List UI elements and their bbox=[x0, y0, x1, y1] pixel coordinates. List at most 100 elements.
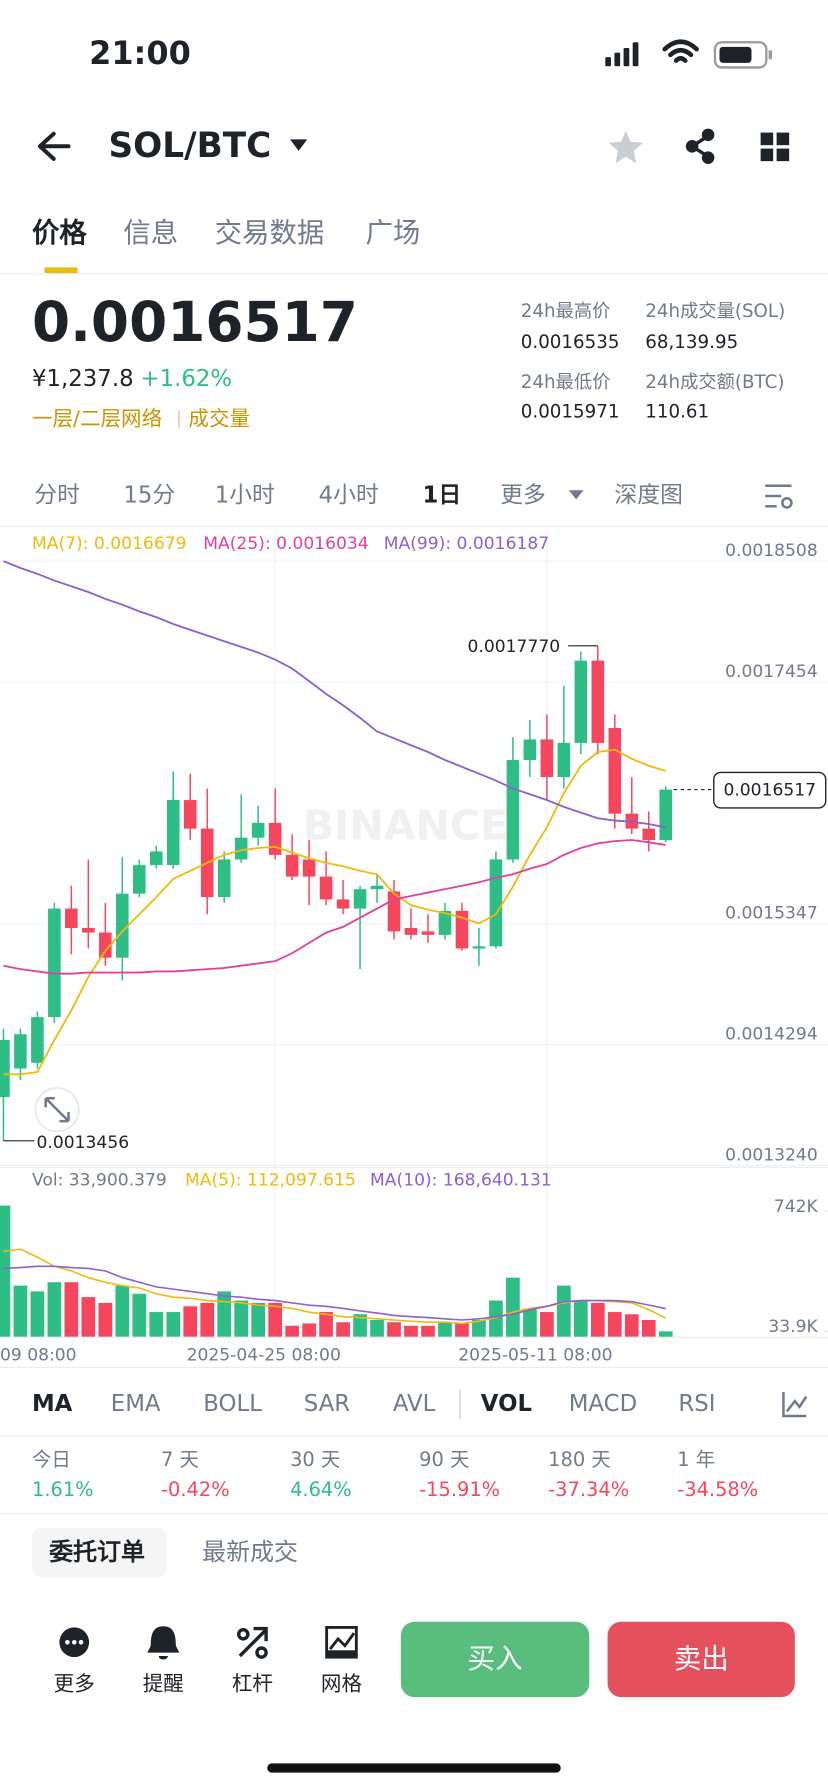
expand-button[interactable] bbox=[34, 1087, 80, 1133]
x-tick-label: 09 08:00 bbox=[0, 1345, 77, 1365]
volume-bar bbox=[30, 1291, 45, 1338]
candle-body bbox=[336, 899, 350, 909]
indicator-tab[interactable]: RSI bbox=[678, 1391, 715, 1417]
interval[interactable]: 4小时 bbox=[319, 482, 379, 508]
tag-separator bbox=[178, 410, 180, 429]
period-change: -0.42% bbox=[161, 1478, 230, 1501]
candle-body bbox=[455, 910, 469, 949]
candle-body bbox=[574, 660, 588, 743]
period-label: 90 天 bbox=[419, 1448, 469, 1471]
tool-label[interactable]: 提醒 bbox=[143, 1672, 184, 1696]
tool-label[interactable]: 杠杆 bbox=[232, 1672, 273, 1696]
interval-more[interactable]: 更多 bbox=[500, 482, 546, 508]
tag[interactable]: 成交量 bbox=[188, 406, 250, 430]
indicator-tab[interactable]: EMA bbox=[111, 1391, 161, 1417]
depth-chart-tab[interactable]: 深度图 bbox=[614, 482, 682, 508]
indicator-tab[interactable]: MA bbox=[32, 1391, 73, 1417]
price-chart: BINANCE 0.0018508 0.0017454 0.0015347 0.0014… bbox=[0, 526, 828, 1338]
divider bbox=[0, 1166, 828, 1168]
tool-label[interactable]: 网格 bbox=[321, 1672, 363, 1696]
favorite-button[interactable] bbox=[608, 130, 643, 164]
candle-body bbox=[319, 876, 333, 900]
volume-bar bbox=[556, 1285, 571, 1338]
y-tick-label: 0.0018508 bbox=[725, 541, 818, 561]
order-tab-bg[interactable] bbox=[31, 1528, 167, 1578]
clock: 21:00 bbox=[89, 34, 191, 72]
candle-body bbox=[268, 822, 282, 855]
candle-body bbox=[302, 859, 316, 877]
stat-label: 24h成交额(BTC) bbox=[645, 372, 784, 393]
volume-bar bbox=[472, 1320, 486, 1338]
back-button[interactable] bbox=[37, 131, 71, 161]
tag[interactable]: 一层/二层网络 bbox=[32, 406, 162, 430]
candle-body bbox=[166, 800, 180, 866]
indicator-tab[interactable]: VOL bbox=[481, 1391, 532, 1417]
share-button[interactable] bbox=[685, 128, 715, 164]
volume-bar bbox=[370, 1320, 384, 1338]
candle-body bbox=[506, 760, 520, 860]
candle-body bbox=[234, 837, 248, 860]
candle-body bbox=[217, 859, 231, 898]
candle-body bbox=[472, 946, 486, 949]
tab[interactable]: 信息 bbox=[123, 218, 178, 249]
leverage-icon[interactable] bbox=[236, 1626, 268, 1659]
separator bbox=[459, 1389, 461, 1420]
tab[interactable]: 交易数据 bbox=[215, 218, 325, 249]
volume-bar bbox=[302, 1323, 316, 1338]
interval[interactable]: 15分 bbox=[123, 482, 175, 508]
divider bbox=[0, 273, 828, 275]
indicator-tab[interactable]: AVL bbox=[393, 1391, 436, 1417]
candle-body bbox=[82, 927, 95, 933]
candle-body bbox=[523, 739, 537, 761]
interval-selected[interactable]: 1日 bbox=[423, 482, 462, 508]
volume-bar bbox=[217, 1291, 232, 1338]
legend-entry: MA(25): 0.0016034 bbox=[203, 534, 368, 554]
grid-icon[interactable] bbox=[325, 1626, 358, 1659]
volume-bar bbox=[421, 1325, 435, 1338]
stat-value: 68,139.95 bbox=[645, 332, 738, 353]
pair-title[interactable]: SOL/BTC bbox=[108, 126, 271, 166]
tab[interactable]: 广场 bbox=[365, 218, 420, 249]
volume-bar bbox=[285, 1325, 299, 1338]
volume-bar bbox=[0, 1205, 11, 1338]
tab[interactable]: 价格 bbox=[32, 218, 87, 249]
signal-icon bbox=[605, 42, 639, 67]
buy-button[interactable] bbox=[400, 1621, 590, 1698]
watermark: BINANCE bbox=[303, 802, 508, 850]
order-tab[interactable]: 最新成交 bbox=[202, 1538, 298, 1566]
more-icon[interactable] bbox=[59, 1627, 90, 1658]
indicator-tab[interactable]: SAR bbox=[304, 1391, 351, 1417]
alert-icon[interactable] bbox=[147, 1626, 180, 1660]
indicator-settings[interactable] bbox=[782, 1392, 808, 1418]
volume-bar bbox=[506, 1277, 520, 1338]
candle-body bbox=[642, 828, 656, 840]
indicator-tab[interactable]: MACD bbox=[569, 1391, 637, 1417]
sell-label[interactable]: 卖出 bbox=[674, 1644, 729, 1675]
volume-bar bbox=[166, 1312, 181, 1338]
volume-bar bbox=[81, 1297, 96, 1338]
candle-body bbox=[149, 851, 163, 866]
last-price-box bbox=[713, 771, 827, 809]
interval[interactable]: 1小时 bbox=[215, 482, 275, 508]
candle-body bbox=[591, 660, 605, 743]
buy-label[interactable]: 买入 bbox=[468, 1644, 523, 1675]
candle-body bbox=[540, 739, 554, 778]
indicator-tab[interactable]: BOLL bbox=[203, 1391, 262, 1417]
tool-label[interactable]: 更多 bbox=[54, 1672, 95, 1696]
legend-entry: MA(7): 0.0016679 bbox=[32, 534, 187, 554]
more-dropdown[interactable] bbox=[568, 490, 584, 500]
sell-button[interactable] bbox=[607, 1621, 795, 1698]
last-price-label: 0.0016517 bbox=[723, 781, 816, 801]
menu-grid-button[interactable] bbox=[760, 132, 790, 162]
interval[interactable]: 分时 bbox=[34, 482, 80, 508]
order-tab[interactable]: 委托订单 bbox=[49, 1538, 145, 1566]
candle-body bbox=[404, 927, 418, 935]
volume-bar bbox=[47, 1282, 62, 1338]
chart-settings-button[interactable] bbox=[765, 484, 793, 509]
pair-dropdown[interactable] bbox=[290, 139, 308, 151]
candle-body bbox=[659, 789, 673, 840]
high-label: 0.0017770 bbox=[468, 637, 561, 657]
y-tick-label: 33.9K bbox=[768, 1317, 818, 1337]
volume-bar bbox=[149, 1312, 164, 1338]
candle-body bbox=[183, 800, 197, 829]
